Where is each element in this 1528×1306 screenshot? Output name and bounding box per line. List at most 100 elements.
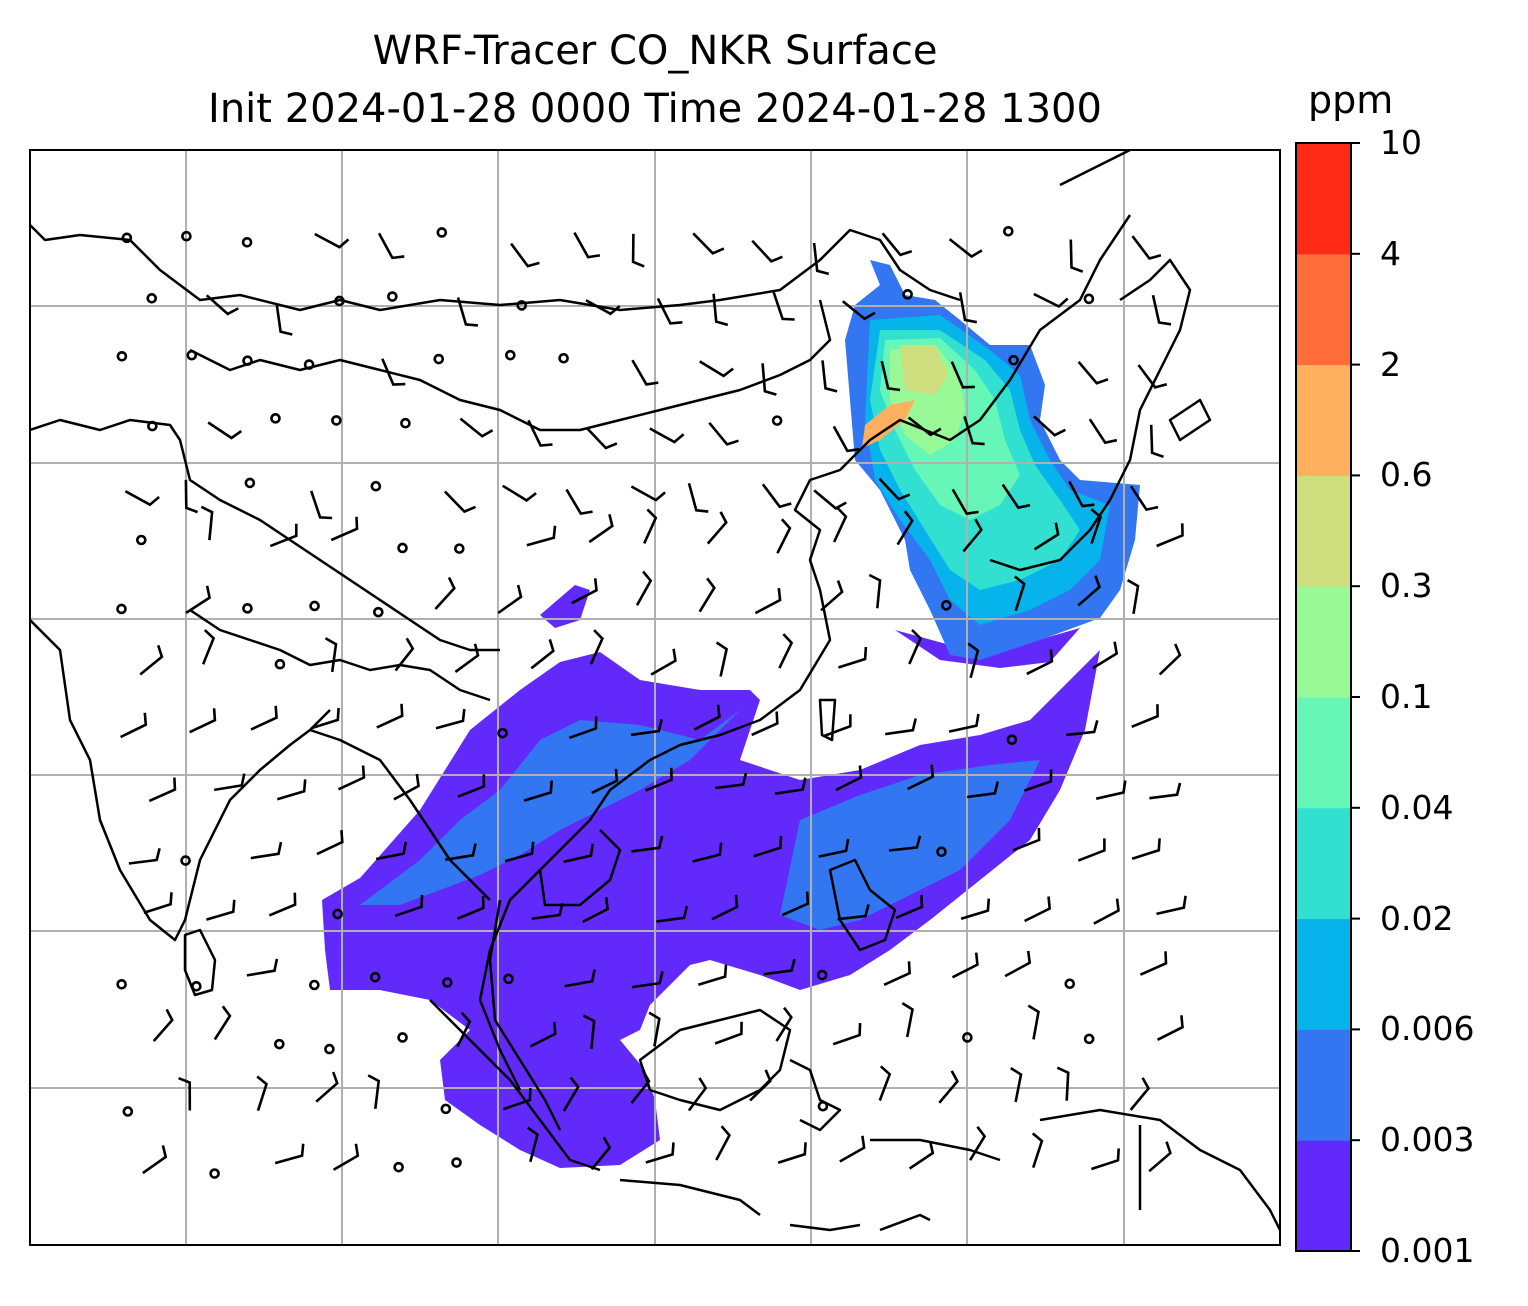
wind-barb	[1137, 364, 1168, 389]
wind-barb	[274, 1143, 305, 1165]
wind-barb	[687, 482, 709, 513]
calm-wind-circle	[454, 543, 465, 554]
sri-lanka	[183, 928, 217, 997]
colorbar-segment	[1296, 1140, 1351, 1252]
wind-barb	[888, 835, 922, 852]
wind-barb	[631, 971, 664, 989]
wind-barb	[1033, 415, 1066, 437]
colorbar-segment	[1296, 807, 1351, 920]
wind-barb	[948, 713, 980, 733]
wind-barb	[563, 843, 594, 864]
wind-barb	[951, 952, 979, 979]
wind-barb	[649, 427, 685, 444]
calm-wind-circle	[397, 1032, 408, 1043]
wind-barbs	[116, 225, 1187, 1179]
wind-barb	[749, 1069, 772, 1102]
wind-barb	[393, 773, 420, 801]
wind-barb	[967, 642, 980, 679]
wind-barb	[968, 1126, 987, 1161]
wind-barb	[753, 835, 783, 858]
wind-barb	[821, 360, 838, 393]
wind-barb	[1129, 485, 1159, 512]
calm-wind-circle	[146, 293, 158, 304]
wind-barb	[635, 570, 653, 606]
wind-barb	[813, 489, 847, 510]
borders-himalaya	[189, 608, 491, 702]
wind-barb	[645, 767, 673, 792]
wind-barb	[504, 841, 535, 863]
wind-barb	[818, 838, 850, 858]
wind-barb	[443, 490, 477, 514]
wind-barb	[268, 892, 297, 917]
wind-barb	[838, 646, 868, 669]
china-east-coast	[588, 150, 1132, 821]
wind-barb	[630, 719, 663, 737]
wind-barb	[631, 835, 664, 853]
wind-barb	[1139, 951, 1168, 976]
wind-barb	[1148, 1141, 1172, 1173]
wind-barb	[901, 1001, 914, 1038]
wind-barb	[630, 485, 666, 502]
wind-barb	[128, 847, 161, 865]
calm-wind-circle	[817, 1100, 829, 1112]
wind-barb	[761, 483, 792, 509]
wind-barb	[839, 1135, 866, 1163]
wind-barb	[337, 765, 366, 791]
calm-wind-circle	[369, 971, 381, 983]
wind-barb	[269, 523, 298, 548]
colorbar-tick-marks	[1351, 142, 1360, 1252]
wind-barb	[751, 239, 783, 263]
wind-barb	[693, 704, 721, 731]
wind-barb	[316, 830, 344, 856]
wind-barb	[841, 300, 876, 321]
wind-barb	[960, 898, 991, 920]
colorbar-tick-label: 10	[1380, 123, 1422, 162]
wind-barb	[148, 777, 177, 803]
wind-barb	[895, 894, 924, 919]
wind-barb	[213, 1005, 232, 1041]
calm-wind-circle	[940, 600, 952, 611]
wind-barb	[687, 1077, 708, 1112]
borders-mongolia	[189, 299, 832, 432]
plume-ne-olive	[900, 345, 948, 395]
wind-barb	[643, 508, 658, 544]
wind-barb	[712, 293, 729, 327]
wind-barb	[1077, 838, 1106, 862]
colorbar-tick-label: 0.001	[1380, 1231, 1475, 1270]
wind-barb	[885, 718, 917, 736]
calm-wind-circle	[433, 353, 445, 365]
wind-barb	[275, 303, 293, 336]
calm-wind-circle	[180, 855, 191, 866]
wind-barb	[315, 1071, 339, 1103]
java	[619, 1178, 761, 1216]
wind-barb	[656, 905, 689, 923]
wind-barb	[754, 587, 782, 615]
taiwan	[818, 698, 837, 742]
wind-barb	[832, 507, 848, 543]
calm-wind-circle	[440, 1103, 452, 1115]
wind-barb	[250, 705, 278, 731]
calm-wind-circle	[397, 542, 408, 554]
colorbar-tick-label: 0.1	[1380, 677, 1433, 716]
wind-barb	[1092, 641, 1119, 670]
wind-barb	[184, 479, 199, 514]
wind-barb	[585, 426, 618, 450]
wind-barb	[582, 897, 609, 924]
calm-wind-circle	[136, 534, 147, 546]
wind-barb	[835, 765, 863, 792]
wind-barb	[309, 490, 333, 520]
wind-barb	[457, 895, 485, 920]
wind-barb	[907, 416, 942, 437]
wind-barb	[377, 232, 405, 260]
colorbar-segment	[1296, 697, 1351, 809]
wind-barb	[332, 1143, 360, 1171]
calm-wind-circle	[242, 355, 253, 366]
plume-north-low	[540, 585, 590, 628]
wind-barb	[777, 1142, 807, 1164]
wind-barb	[962, 518, 983, 553]
wind-barb	[1158, 643, 1182, 676]
philippines	[828, 858, 897, 952]
wind-barb	[562, 1076, 580, 1112]
colorbar-tick-label: 0.003	[1380, 1120, 1475, 1160]
calm-wind-circle	[309, 600, 320, 612]
